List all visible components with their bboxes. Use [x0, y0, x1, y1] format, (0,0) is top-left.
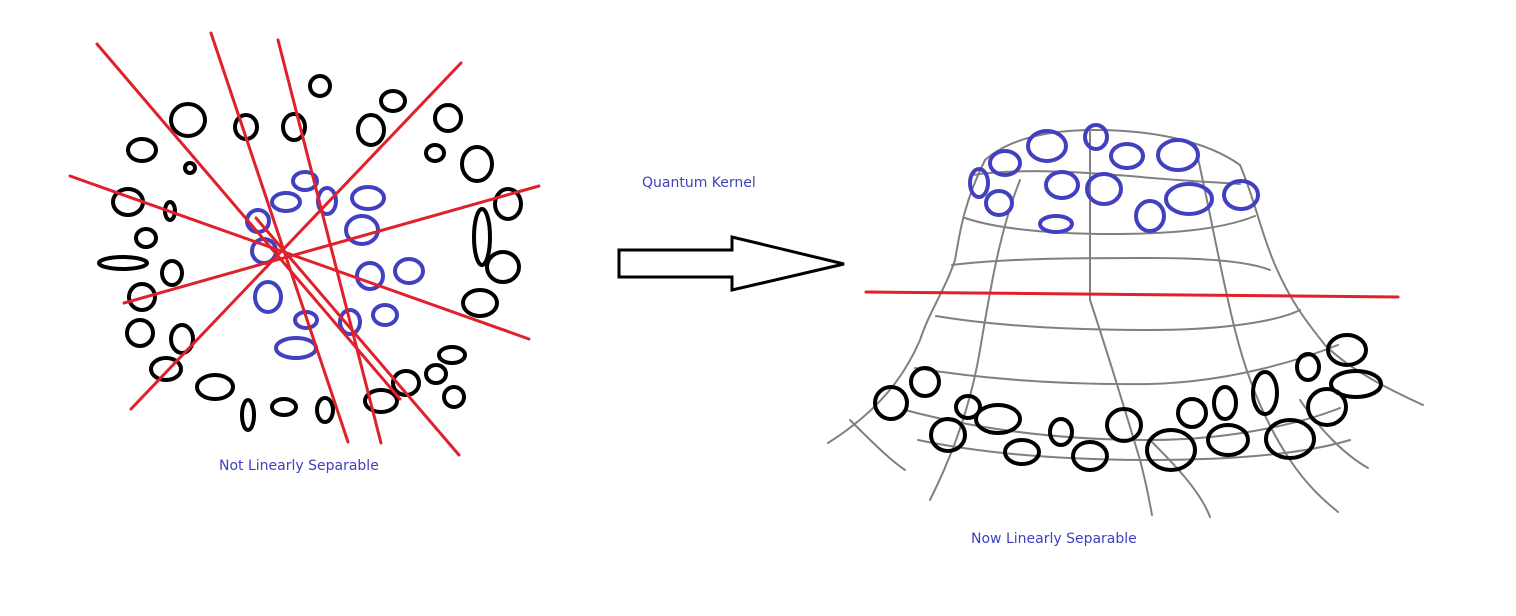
outer-point [272, 399, 296, 415]
left-caption: Not Linearly Separable [219, 458, 379, 474]
inner-point [1166, 184, 1212, 214]
kernel-caption: Quantum Kernel [642, 175, 756, 191]
inner-point [1085, 125, 1107, 149]
outer-point [1073, 442, 1107, 470]
outer-point [1050, 419, 1072, 445]
feature-surface-mesh [828, 130, 1423, 517]
separator-line [256, 218, 459, 455]
surface-line [1240, 165, 1423, 405]
outer-point [242, 400, 254, 430]
surface-line [936, 310, 1300, 330]
outer-point [1214, 387, 1236, 419]
outer-point [1178, 399, 1206, 427]
inner-point [272, 193, 300, 211]
outer-point [185, 163, 195, 173]
outer-point [1107, 409, 1141, 441]
inner-point [1158, 140, 1198, 170]
outer-point [487, 252, 519, 282]
outer-point [426, 365, 446, 383]
surface-line [1150, 440, 1210, 517]
inner-point [1040, 216, 1072, 232]
inner-point [352, 187, 384, 209]
outer-point [1253, 372, 1277, 414]
outer-point [136, 229, 156, 247]
outer-point [875, 387, 907, 419]
kernel-arrow [619, 237, 844, 290]
inner-point [1224, 181, 1258, 209]
inner-point [1111, 144, 1143, 168]
outer-point [1208, 425, 1248, 455]
outer-point [381, 91, 405, 111]
outer-point [444, 387, 464, 407]
outer-point [426, 145, 444, 161]
right-panel [828, 125, 1423, 517]
right-caption: Now Linearly Separable [971, 531, 1137, 547]
mapped-inner-points [970, 125, 1258, 232]
inner-point [1028, 131, 1066, 161]
outer-point [1308, 389, 1346, 425]
outer-point [463, 290, 497, 316]
outer-point [197, 375, 233, 399]
outer-point [474, 209, 490, 265]
surface-line [850, 420, 905, 470]
outer-point [1005, 440, 1039, 464]
inner-point [1087, 174, 1121, 204]
left-panel [70, 33, 539, 455]
outer-point [1147, 430, 1195, 470]
inner-point [986, 191, 1012, 215]
outer-point [358, 115, 384, 145]
outer-point [317, 398, 333, 422]
outer-point [310, 76, 330, 96]
outer-point [462, 147, 492, 181]
outer-point [439, 347, 465, 363]
inner-point [255, 282, 281, 312]
inner-point [276, 338, 316, 358]
inner-point [373, 305, 397, 325]
inner-point [395, 259, 423, 283]
outer-point [435, 105, 461, 131]
surface-line [1195, 145, 1338, 512]
outer-point [1297, 354, 1319, 380]
inner-point [1136, 201, 1164, 231]
surface-line [952, 258, 1270, 270]
outer-point [127, 320, 153, 346]
outer-point [128, 139, 156, 161]
outer-point [1328, 335, 1366, 365]
arrow-right-icon [619, 237, 844, 290]
separator-line [124, 186, 539, 303]
outer-point [911, 368, 939, 396]
outer-point [171, 104, 205, 136]
linear-separator [866, 292, 1398, 297]
outer-point [99, 257, 147, 269]
inner-point [1046, 172, 1078, 198]
outer-point [162, 261, 182, 285]
